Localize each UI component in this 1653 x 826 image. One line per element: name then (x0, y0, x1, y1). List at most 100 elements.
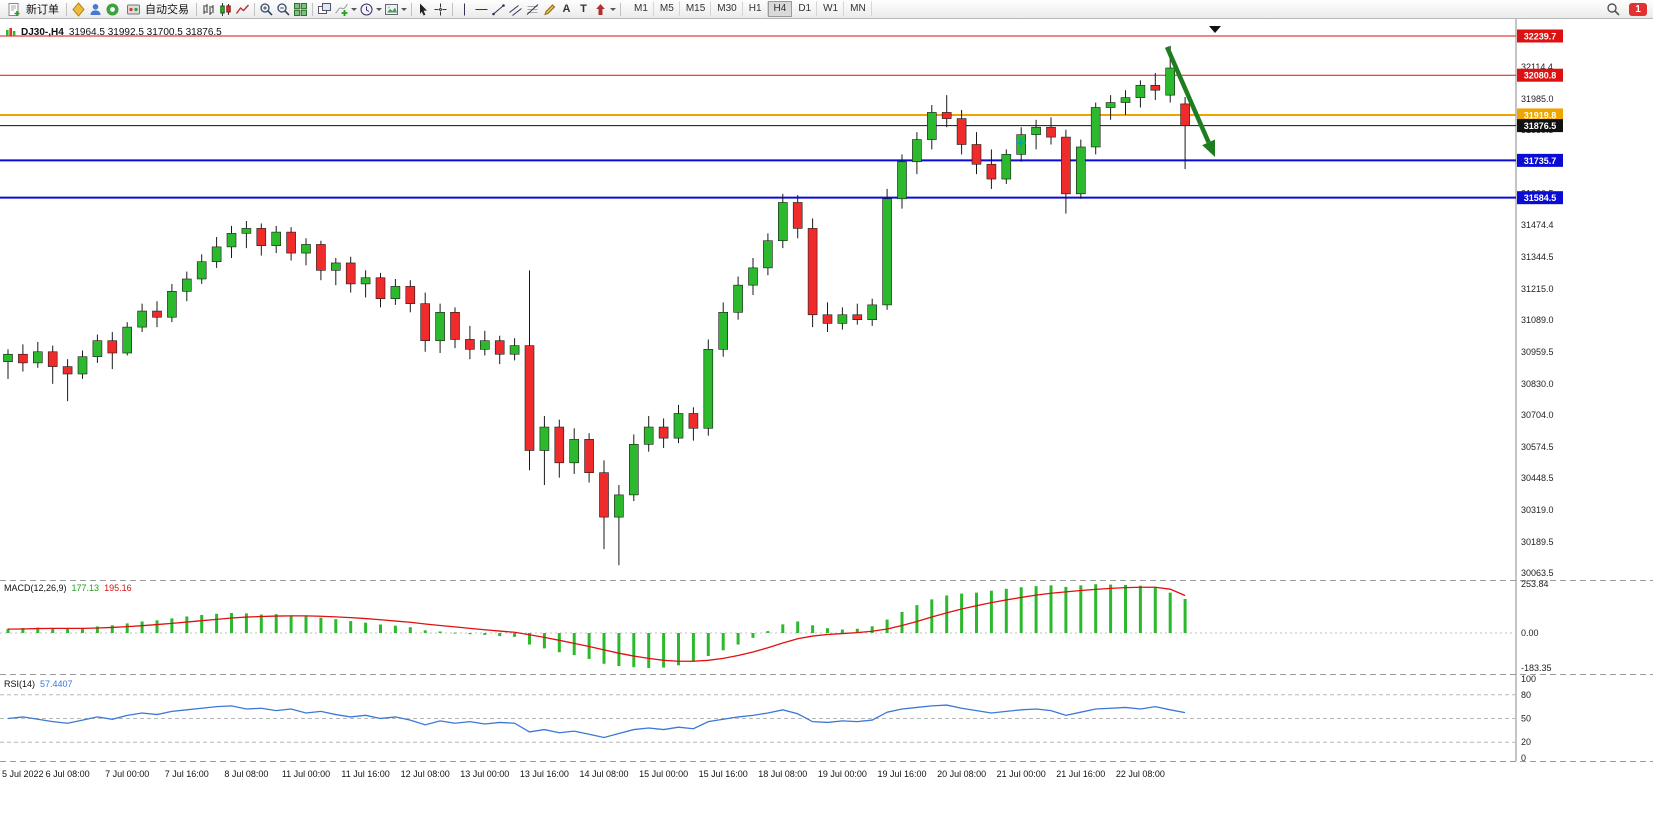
candle-body (837, 314, 848, 324)
macd-histogram-bar (1109, 584, 1113, 633)
new-order-icon (6, 1, 23, 17)
chart-canvas[interactable]: 32114.431985.031859.531730.031600.531474… (0, 19, 1653, 826)
label-tool-icon[interactable]: T (580, 3, 587, 15)
timeframe-button-d1[interactable]: D1 (792, 1, 818, 17)
macd-histogram-bar (870, 626, 874, 633)
trend-arrow-head[interactable] (1202, 139, 1216, 157)
time-axis-label: 19 Jul 16:00 (877, 769, 926, 779)
macd-histogram-bar (1094, 584, 1098, 633)
rsi-line (7, 704, 1186, 739)
community-icon[interactable] (104, 1, 121, 17)
time-axis-label: 15 Jul 16:00 (699, 769, 748, 779)
macd-histogram-bar (468, 633, 472, 635)
candle-body (107, 340, 118, 354)
macd-histogram-bar (691, 633, 695, 662)
cursor-icon[interactable] (415, 1, 432, 17)
macd-histogram-bar (677, 633, 680, 666)
tile-windows-icon[interactable] (292, 1, 309, 17)
candle-body (748, 267, 758, 286)
timeframe-button-mn[interactable]: MN (844, 1, 872, 17)
horizontal-line-tool-icon[interactable] (473, 1, 490, 17)
timeframe-button-h1[interactable]: H1 (743, 1, 768, 17)
candle-body (1180, 103, 1190, 126)
indicators-dropdown-caret[interactable] (351, 7, 357, 11)
time-axis-label: 13 Jul 00:00 (460, 769, 509, 779)
periods-icon[interactable] (358, 1, 375, 17)
macd-histogram-bar (1034, 586, 1038, 633)
candle-body (792, 202, 803, 229)
text-tool-icon[interactable]: A (562, 3, 571, 15)
candle-body (211, 246, 222, 263)
timeframe-button-m5[interactable]: M5 (654, 1, 680, 17)
channel-tool-icon[interactable] (507, 1, 524, 17)
macd-histogram-bar (140, 621, 144, 633)
candle-body (1090, 107, 1101, 148)
macd-histogram-bar (751, 633, 755, 638)
candle-body (360, 277, 371, 285)
macd-histogram-bar (110, 625, 114, 633)
vertical-line-tool-icon[interactable] (456, 1, 473, 17)
macd-histogram-bar (855, 628, 859, 633)
macd-histogram-bar (364, 622, 368, 633)
export-image-icon[interactable] (383, 1, 400, 17)
timeframe-button-m15[interactable]: M15 (680, 1, 712, 17)
new-order-button[interactable]: 新订单 (2, 1, 63, 18)
algo-trading-button[interactable]: 自动交易 (121, 1, 193, 18)
crosshair-icon[interactable] (432, 1, 449, 17)
zoom-out-icon[interactable] (275, 1, 292, 17)
toolbar-separator (66, 2, 67, 16)
zoom-in-icon[interactable] (258, 1, 275, 17)
timeframe-button-m30[interactable]: M30 (711, 1, 743, 17)
rsi-label: RSI(14) (4, 679, 36, 689)
macd-histogram-bar (453, 632, 457, 634)
candle-body (435, 311, 445, 341)
macd-histogram-bar (900, 611, 904, 633)
candle-body (897, 161, 907, 200)
search-icon[interactable] (1605, 2, 1622, 18)
candle-chart-icon[interactable] (217, 1, 234, 17)
time-axis-label: 21 Jul 00:00 (997, 769, 1046, 779)
bar-chart-icon[interactable] (200, 1, 217, 17)
macd-histogram-bar (244, 613, 248, 633)
macd-histogram-bar (528, 633, 531, 645)
trend-arrow-annotation[interactable] (1164, 46, 1211, 144)
price-badge-label: 31876.5 (1524, 121, 1557, 131)
candle-body (301, 244, 311, 254)
arrows-tool-icon[interactable] (592, 1, 609, 17)
trendline-tool-icon[interactable] (490, 1, 507, 17)
macd-histogram-bar (6, 628, 10, 633)
indicators-icon[interactable] (333, 1, 350, 17)
timeframe-button-w1[interactable]: W1 (817, 1, 845, 17)
notification-badge[interactable]: 1 (1629, 3, 1647, 16)
macd-histogram-bar (21, 628, 25, 633)
periods-dropdown-caret[interactable] (376, 7, 382, 11)
macd-histogram-bar (423, 630, 427, 633)
timeframe-button-m1[interactable]: M1 (628, 1, 654, 17)
candle-body (32, 351, 43, 364)
candle-body (763, 240, 773, 269)
price-tick-label: 30448.5 (1521, 473, 1554, 483)
time-axis-label: 20 Jul 08:00 (937, 769, 986, 779)
timeframe-button-h4[interactable]: H4 (767, 1, 793, 17)
candle-body (554, 426, 565, 464)
cascade-windows-icon[interactable] (316, 1, 333, 17)
draw-tools-icon[interactable] (541, 1, 558, 17)
arrows-dropdown-caret[interactable] (610, 7, 616, 11)
time-axis-label: 12 Jul 08:00 (401, 769, 450, 779)
macd-histogram-bar (304, 616, 308, 633)
macd-histogram-bar (81, 628, 84, 633)
macd-histogram-bar (66, 628, 70, 633)
candle-body (912, 139, 922, 163)
accounts-icon[interactable] (87, 1, 104, 17)
candle-body (390, 286, 401, 300)
macd-main-value: 177.13 (71, 583, 100, 593)
fibonacci-tool-icon[interactable] (524, 1, 541, 17)
macd-histogram-bar (230, 613, 233, 633)
candle-body (658, 426, 669, 439)
export-dropdown-caret[interactable] (401, 7, 407, 11)
candle-body (345, 262, 356, 285)
line-chart-icon[interactable] (234, 1, 251, 17)
market-depth-icon[interactable] (70, 1, 87, 17)
candle-body (1135, 84, 1146, 98)
candle-body (584, 439, 594, 473)
